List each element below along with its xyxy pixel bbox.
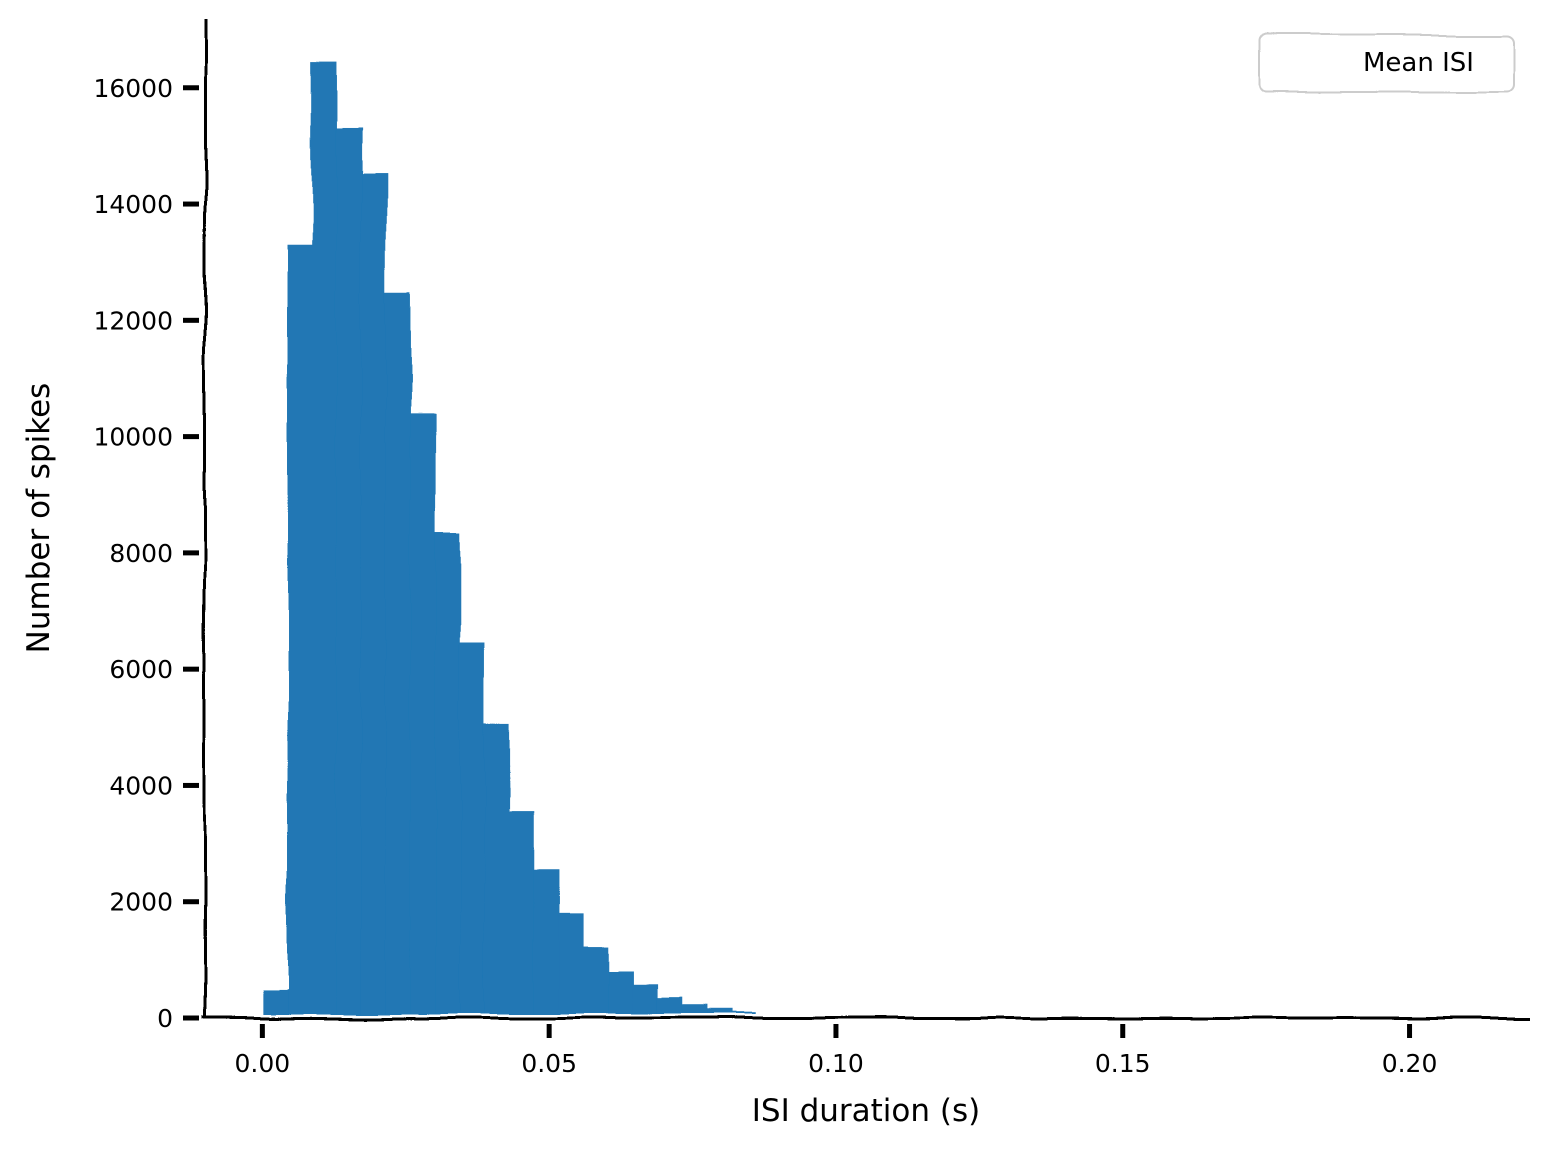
histogram-bar (706, 1009, 732, 1018)
y-tick-label: 10000 (93, 423, 173, 452)
histogram-bar (435, 532, 461, 1018)
histogram-bar (533, 869, 559, 1018)
y-tick-label: 8000 (109, 539, 173, 568)
histogram-bar (509, 811, 535, 1018)
histogram-bar (558, 913, 584, 1018)
legend: Mean ISI (1259, 34, 1515, 93)
histogram-bar (311, 61, 337, 1019)
y-tick-label: 12000 (93, 306, 173, 335)
x-tick-label: 0.15 (1095, 1049, 1151, 1078)
y-tick-label: 2000 (109, 888, 173, 917)
axes (201, 18, 1530, 1022)
y-axis-title: Number of spikes (21, 383, 57, 654)
histogram-bar (336, 128, 362, 1019)
ticks: 0.00 0.05 0.10 0.15 0.20 0 2000 4000 6000 8000 100… (93, 74, 1437, 1078)
y-tick-label: 6000 (109, 655, 173, 684)
y-tick-label: 16000 (93, 74, 173, 103)
histogram-bar (262, 988, 288, 1018)
y-tick-label: 14000 (93, 190, 173, 219)
y-tick-label: 0 (157, 1004, 173, 1033)
histogram-bars (262, 61, 757, 1019)
histogram-bar (484, 724, 510, 1018)
x-tick-label: 0.10 (808, 1049, 864, 1078)
histogram-bar (607, 971, 633, 1018)
histogram-bar (632, 984, 658, 1018)
histogram-bar (656, 997, 683, 1018)
x-tick-label: 0.20 (1382, 1049, 1438, 1078)
x-axis-title: ISI duration (s) (752, 1093, 980, 1129)
y-tick-label: 4000 (109, 771, 173, 800)
histogram-bar (287, 244, 313, 1019)
histogram-bar (410, 413, 436, 1019)
legend-box (1259, 34, 1515, 93)
histogram-bar (361, 172, 387, 1018)
histogram-bar (459, 643, 485, 1018)
legend-mean-isi-label: Mean ISI (1363, 48, 1474, 78)
x-tick-label: 0.00 (235, 1049, 291, 1078)
x-tick-label: 0.05 (521, 1049, 577, 1078)
histogram-bar (583, 947, 609, 1018)
